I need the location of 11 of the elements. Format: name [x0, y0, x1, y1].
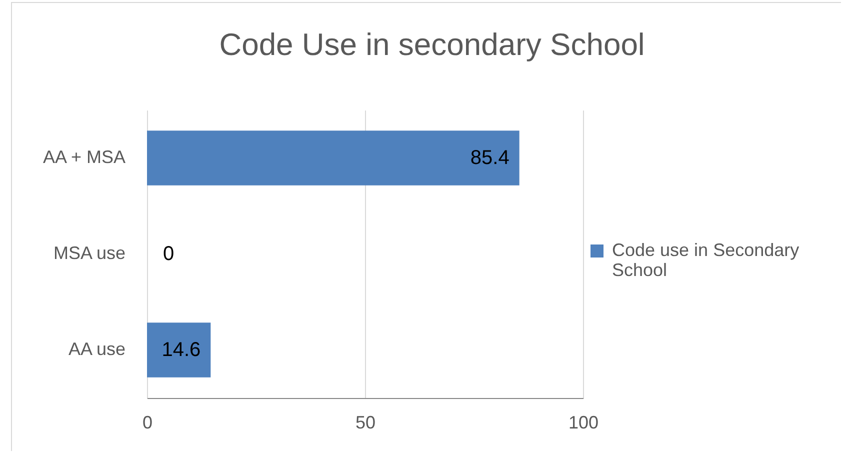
legend-label: Code use in Secondary School — [612, 240, 800, 280]
x-tick-label: 50 — [355, 412, 376, 432]
data-label: 85.4 — [470, 147, 510, 169]
chart-title: Code Use in secondary School — [219, 27, 645, 62]
y-tick-label: MSA use — [53, 243, 126, 263]
x-tick-label: 0 — [142, 412, 153, 432]
y-tick-label: AA use — [68, 339, 126, 359]
data-label: 14.6 — [162, 339, 201, 361]
x-tick-label: 100 — [568, 412, 599, 432]
y-tick-label: AA + MSA — [42, 147, 126, 167]
data-label: 0 — [163, 243, 174, 265]
